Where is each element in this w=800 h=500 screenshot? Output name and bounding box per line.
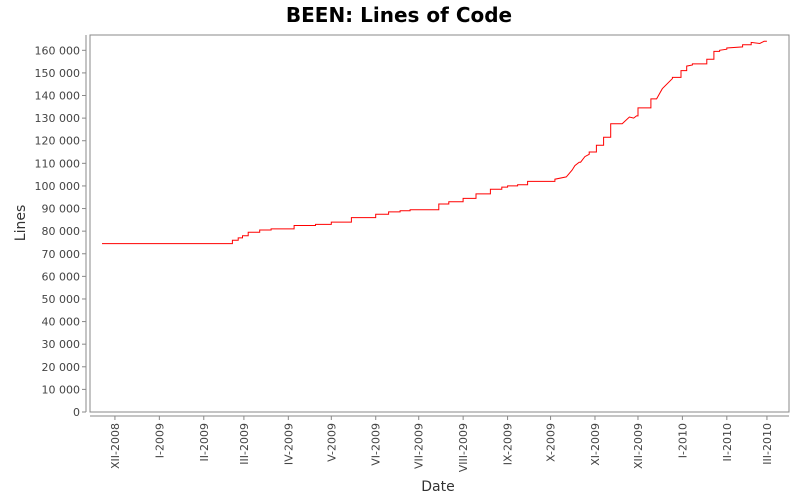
x-tick-label: II-2009 [198, 423, 211, 461]
y-tick-label: 150 000 [35, 67, 81, 80]
x-tick-label: V-2009 [325, 423, 338, 462]
y-axis-label: Lines [13, 205, 29, 241]
chart-title: BEEN: Lines of Code [286, 3, 512, 27]
x-tick-label: XII-2009 [632, 423, 645, 469]
x-tick-label: II-2010 [721, 423, 734, 461]
plot-border [89, 34, 790, 413]
y-tick-label: 110 000 [35, 157, 81, 170]
x-axis: XII-2008 I-2009 II-2009 III-2009 IV-2009 V-20… [90, 415, 789, 472]
x-axis-label: Date [421, 479, 454, 495]
y-tick-label: 20 000 [42, 361, 81, 374]
x-tick-label: IV-2009 [282, 423, 295, 465]
y-tick-label: 160 000 [35, 44, 81, 57]
x-tick-label: VIII-2009 [457, 423, 470, 472]
y-tick-label: 40 000 [42, 316, 81, 329]
y-tick-label: 30 000 [42, 338, 81, 351]
plot-area [90, 35, 789, 412]
x-tick-label: XII-2008 [109, 423, 122, 469]
y-tick-label: 70 000 [42, 248, 81, 261]
series-group [102, 40, 767, 245]
y-tick-label: 60 000 [42, 270, 81, 283]
y-tick-label: 140 000 [35, 90, 81, 103]
x-tick-label: XI-2009 [589, 423, 602, 466]
y-axis: 0 10 000 20 000 30 000 40 000 50 000 60 000 70 … [35, 35, 87, 419]
y-tick-label: 120 000 [35, 135, 81, 148]
y-tick-label: 50 000 [42, 293, 81, 306]
y-tick-label: 10 000 [42, 383, 81, 396]
y-tick-label: 0 [73, 406, 80, 419]
x-tick-label: X-2009 [545, 423, 558, 462]
y-tick-label: 100 000 [35, 180, 81, 193]
y-tick-label: 90 000 [42, 203, 81, 216]
x-tick-label: I-2010 [676, 423, 689, 458]
x-tick-label: VI-2009 [370, 423, 383, 466]
y-tick-label: 80 000 [42, 225, 81, 238]
x-tick-label: III-2010 [761, 423, 774, 465]
x-tick-label: I-2009 [153, 423, 166, 458]
series-line [102, 40, 767, 245]
x-tick-label: III-2009 [238, 423, 251, 465]
y-tick-label: 130 000 [35, 112, 81, 125]
x-tick-label: VII-2009 [413, 423, 426, 469]
x-tick-label: IX-2009 [502, 423, 515, 465]
